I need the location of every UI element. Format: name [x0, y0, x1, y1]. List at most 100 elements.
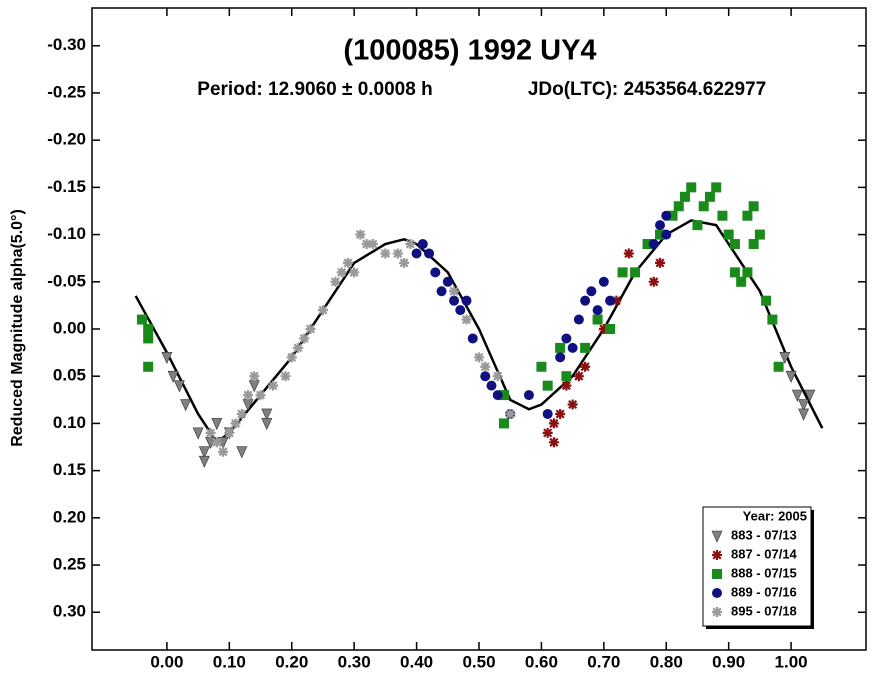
- chart-subtitle: Period: 12.9060 ± 0.0008 h: [197, 79, 432, 100]
- point: [317, 305, 328, 316]
- point: [367, 239, 378, 250]
- x-tick-label: 0.80: [650, 652, 683, 671]
- point: [143, 324, 154, 334]
- point: [655, 229, 666, 240]
- point: [742, 210, 753, 221]
- y-tick-label: 0.20: [53, 507, 86, 526]
- point: [779, 352, 791, 365]
- legend-title: Year: 2005: [743, 508, 807, 523]
- point: [255, 390, 266, 401]
- x-tick-label: 0.20: [275, 652, 308, 671]
- point: [249, 371, 260, 382]
- point: [218, 446, 229, 457]
- point: [748, 239, 759, 250]
- point: [461, 314, 472, 325]
- point: [791, 389, 803, 402]
- x-tick-label: 0.90: [712, 652, 745, 671]
- point: [798, 399, 810, 412]
- point: [411, 248, 422, 259]
- point: [648, 239, 659, 250]
- point: [467, 333, 478, 344]
- point: [261, 408, 273, 421]
- point: [717, 210, 728, 221]
- point: [492, 371, 503, 382]
- x-tick-label: 0.50: [462, 652, 495, 671]
- point: [261, 418, 273, 431]
- point: [236, 408, 247, 419]
- point: [592, 314, 603, 325]
- point: [761, 295, 772, 306]
- point: [542, 408, 553, 419]
- x-tick-label: 0.00: [150, 652, 183, 671]
- point: [592, 305, 603, 316]
- point: [561, 380, 572, 391]
- point: [292, 342, 303, 353]
- point: [686, 182, 697, 193]
- point: [729, 239, 740, 250]
- y-tick-label: -0.25: [47, 82, 86, 101]
- point: [611, 295, 622, 306]
- point: [667, 210, 678, 221]
- point: [224, 427, 235, 438]
- point: [555, 352, 566, 363]
- point: [567, 399, 578, 410]
- point: [729, 267, 740, 278]
- legend-marker: [711, 530, 723, 543]
- point: [505, 408, 516, 419]
- point: [785, 370, 797, 383]
- point: [673, 201, 684, 212]
- point: [573, 371, 584, 382]
- point: [417, 239, 428, 250]
- x-tick-label: 0.70: [587, 652, 620, 671]
- legend-label: 889 - 07/16: [731, 584, 797, 599]
- y-tick-label: -0.15: [47, 177, 86, 196]
- y-tick-label: -0.20: [47, 130, 86, 149]
- chart-title: (100085) 1992 UY4: [343, 35, 596, 67]
- point: [498, 390, 509, 401]
- point: [192, 427, 204, 440]
- point: [268, 380, 279, 391]
- point: [430, 267, 441, 278]
- legend-label: 895 - 07/18: [731, 603, 797, 618]
- point: [230, 418, 241, 429]
- point: [623, 248, 634, 259]
- legend-marker: [712, 569, 722, 579]
- point: [548, 437, 559, 448]
- legend-label: 888 - 07/15: [731, 565, 797, 580]
- y-tick-label: 0.00: [53, 318, 86, 337]
- y-tick-label: 0.05: [53, 366, 86, 385]
- point: [548, 418, 559, 429]
- point: [748, 201, 759, 212]
- point: [449, 286, 460, 297]
- point: [442, 276, 453, 287]
- legend-label: 887 - 07/14: [731, 546, 798, 561]
- point: [586, 286, 597, 297]
- point: [679, 191, 690, 202]
- x-tick-label: 1.00: [775, 652, 808, 671]
- y-tick-label: 0.30: [53, 602, 86, 621]
- point: [580, 342, 591, 353]
- point: [355, 229, 366, 240]
- point: [424, 248, 435, 259]
- point: [692, 220, 703, 231]
- point: [361, 239, 372, 250]
- point: [330, 276, 341, 287]
- point: [642, 239, 653, 250]
- point: [555, 408, 566, 419]
- point: [449, 295, 460, 306]
- legend-box: [702, 506, 812, 627]
- point: [661, 210, 672, 221]
- point: [555, 342, 566, 353]
- annotation: JDo(LTC): 2453564.622977: [528, 79, 766, 100]
- point: [605, 295, 616, 306]
- point: [161, 352, 173, 365]
- point: [648, 276, 659, 287]
- point: [542, 380, 553, 391]
- point: [598, 324, 609, 334]
- point: [598, 276, 609, 287]
- point: [492, 390, 503, 401]
- point: [180, 399, 192, 412]
- y-tick-label: -0.30: [47, 35, 86, 54]
- x-tick-label: 0.60: [525, 652, 558, 671]
